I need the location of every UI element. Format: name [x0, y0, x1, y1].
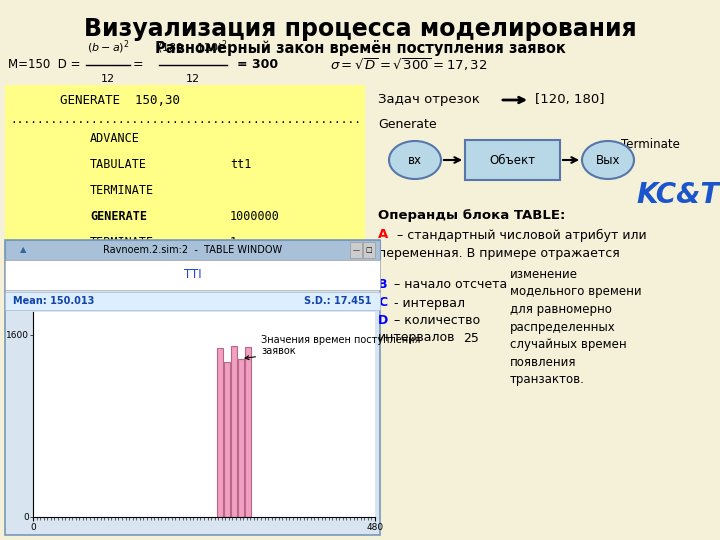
Bar	[246, 347, 251, 517]
Text: $(180-120)^2$: $(180-120)^2$	[158, 38, 228, 56]
Text: С: С	[378, 296, 387, 309]
Text: А: А	[378, 228, 388, 241]
Text: вх: вх	[408, 153, 422, 166]
Text: Задач отрезок: Задач отрезок	[378, 93, 480, 106]
Bar	[224, 362, 230, 517]
Text: 12: 12	[186, 74, 200, 84]
Text: – количество: – количество	[390, 314, 480, 327]
Text: GENERATE  150,30: GENERATE 150,30	[60, 93, 180, 106]
Text: =: =	[132, 58, 143, 71]
Text: Ravnoem.2.sim:2  -  TABLE WINDOW: Ravnoem.2.sim:2 - TABLE WINDOW	[103, 245, 282, 255]
Bar	[5, 240, 380, 535]
Bar	[350, 242, 362, 258]
Text: □: □	[366, 247, 372, 253]
Text: $\sigma = \sqrt{D} = \sqrt{300} = 17,32$: $\sigma = \sqrt{D} = \sqrt{300} = 17,32$	[330, 57, 487, 73]
Text: D: D	[378, 314, 388, 327]
Text: Вых: Вых	[595, 153, 620, 166]
Text: [120, 180]: [120, 180]	[535, 93, 605, 106]
Text: изменение
модельного времени
для равномерно
распределенных
случайных времен
появ: изменение модельного времени для равноме…	[510, 268, 642, 386]
Bar	[363, 242, 375, 258]
Text: – начало отсчета: – начало отсчета	[390, 279, 508, 292]
Text: KC&T: KC&T	[636, 181, 719, 209]
Bar	[5, 240, 380, 260]
Text: tt1: tt1	[230, 158, 251, 171]
Text: TABULATE: TABULATE	[90, 158, 147, 171]
Text: TERMINATE: TERMINATE	[90, 235, 154, 248]
Text: x1,0,10,50: x1,0,10,50	[230, 261, 301, 274]
Text: Объект: Объект	[490, 153, 536, 166]
Text: Mean: 150.013: Mean: 150.013	[13, 296, 94, 306]
Text: Значения времен поступления
заявок: Значения времен поступления заявок	[245, 335, 420, 360]
Text: TTI: TTI	[184, 268, 202, 281]
Text: Равномерный закон времён поступления заявок: Равномерный закон времён поступления зая…	[155, 40, 565, 56]
Ellipse shape	[389, 141, 441, 179]
Text: интервалов: интервалов	[378, 332, 456, 345]
Bar	[217, 348, 222, 517]
Bar	[465, 140, 560, 180]
Text: Terminate: Terminate	[621, 138, 680, 152]
Bar	[231, 346, 237, 517]
Text: Операнды блока TABLE:: Операнды блока TABLE:	[378, 208, 565, 221]
Text: $(b-a)^2$: $(b-a)^2$	[87, 38, 129, 56]
Text: ....................................................: ........................................…	[10, 115, 361, 125]
Text: Визуализация процесса моделирования: Визуализация процесса моделирования	[84, 17, 636, 41]
Text: table: table	[10, 261, 45, 274]
Text: - интервал: - интервал	[390, 296, 465, 309]
Text: —: —	[353, 247, 359, 253]
Text: 25: 25	[463, 332, 479, 345]
Text: ▲: ▲	[20, 246, 27, 254]
Text: 1: 1	[230, 235, 237, 248]
Text: TERMINATE: TERMINATE	[90, 184, 154, 197]
Text: ADVANCE: ADVANCE	[90, 132, 140, 145]
Text: 1000000: 1000000	[230, 210, 280, 222]
Text: tt1: tt1	[10, 261, 32, 274]
Bar	[5, 260, 380, 290]
Text: = 300: = 300	[237, 58, 278, 71]
Text: Generate: Generate	[378, 118, 436, 132]
Text: M=150  D =: M=150 D =	[8, 58, 81, 71]
Ellipse shape	[582, 141, 634, 179]
Text: В: В	[378, 279, 387, 292]
Polygon shape	[5, 85, 365, 440]
Bar	[238, 359, 244, 517]
Text: 12: 12	[101, 74, 115, 84]
Text: – стандартный числовой атрибут или: – стандартный числовой атрибут или	[393, 228, 647, 241]
Text: переменная. В примере отражается: переменная. В примере отражается	[378, 246, 620, 260]
Text: GENERATE: GENERATE	[90, 210, 147, 222]
Text: S.D.: 17.451: S.D.: 17.451	[305, 296, 372, 306]
Bar	[5, 292, 380, 310]
